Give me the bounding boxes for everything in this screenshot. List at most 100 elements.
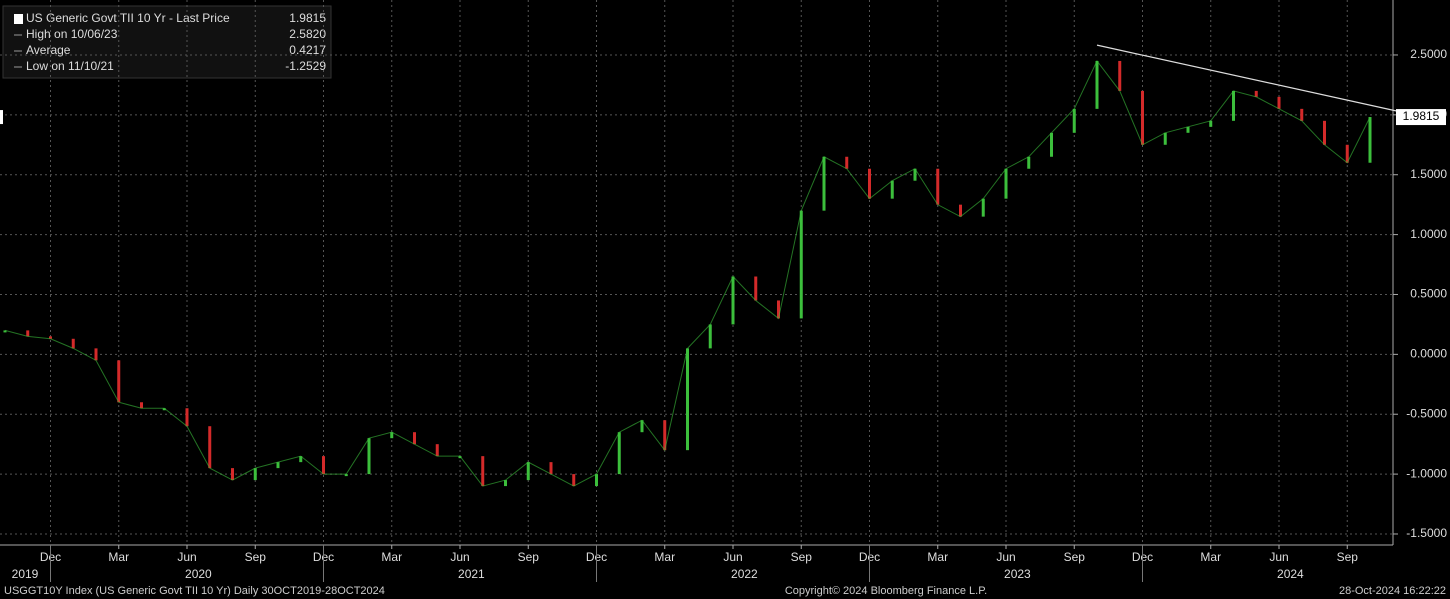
x-tick-label: Jun — [723, 550, 742, 564]
x-tick-label: Mar — [927, 550, 948, 564]
x-tick-label: Sep — [245, 550, 267, 564]
price-bar — [822, 156, 826, 211]
x-tick-label: Jun — [1269, 550, 1288, 564]
price-bar — [1277, 96, 1281, 109]
price-bar — [1368, 117, 1372, 163]
price-bar — [1118, 60, 1122, 91]
footer-center: Copyright© 2024 Bloomberg Finance L.P. — [785, 585, 987, 597]
year-label: 2021 — [458, 567, 485, 581]
year-label: 2022 — [731, 567, 758, 581]
price-bar — [1209, 120, 1213, 127]
price-bar — [936, 168, 940, 205]
x-tick-label: Sep — [791, 550, 813, 564]
price-bar — [276, 462, 280, 469]
price-bar — [71, 338, 75, 349]
price-bar — [640, 420, 644, 433]
price-bar — [117, 360, 121, 403]
price-bar — [367, 438, 371, 475]
legend-label: Average — [26, 43, 71, 57]
price-bar — [777, 300, 780, 319]
price-bar — [1323, 120, 1326, 145]
year-label: 2024 — [1277, 567, 1304, 581]
legend-value: 0.4217 — [289, 43, 326, 57]
legend-value: 2.5820 — [289, 27, 326, 41]
price-bar — [1072, 108, 1076, 133]
footer-right: 28-Oct-2024 16:22:22 — [1339, 585, 1446, 597]
price-bar — [959, 204, 962, 217]
y-tick-label: -1.0000 — [1406, 466, 1447, 480]
price-bar — [549, 462, 553, 475]
legend-label: High on 10/06/23 — [26, 27, 118, 41]
price-bar — [185, 408, 189, 427]
price-bar — [1141, 90, 1144, 145]
y-tick-label: 0.5000 — [1410, 287, 1447, 301]
year-label: 2019 — [12, 567, 39, 581]
price-bar — [49, 336, 52, 339]
price-bar — [754, 276, 758, 301]
price-bar — [435, 444, 439, 457]
price-bar — [208, 426, 212, 469]
price-bar — [663, 420, 667, 451]
price-bar — [708, 324, 712, 349]
price-bar — [458, 456, 462, 459]
price-bar — [1004, 168, 1008, 199]
price-bar — [1163, 132, 1167, 145]
price-bar — [595, 474, 598, 487]
price-bar — [845, 156, 849, 169]
price-bar — [868, 168, 871, 199]
legend-box — [2, 5, 332, 79]
price-bar — [1095, 60, 1099, 109]
legend-swatch — [14, 14, 23, 24]
price-bar — [299, 456, 303, 463]
legend-label: US Generic Govt TII 10 Yr - Last Price — [26, 11, 230, 25]
price-bar — [617, 432, 621, 475]
price-bar — [1345, 144, 1349, 163]
price-bar — [231, 468, 234, 481]
price-bar — [1254, 90, 1258, 97]
x-tick-label: Jun — [177, 550, 196, 564]
price-bar — [1027, 156, 1031, 169]
legend-value: 1.9815 — [289, 11, 326, 25]
price-bar — [94, 348, 98, 361]
x-tick-label: Jun — [450, 550, 469, 564]
price-bar — [731, 276, 735, 325]
year-label: 2020 — [185, 567, 212, 581]
x-tick-label: Sep — [518, 550, 540, 564]
x-tick-label: Mar — [654, 550, 675, 564]
price-bar — [3, 330, 7, 333]
left-marker — [0, 110, 3, 125]
price-bar — [162, 408, 166, 411]
y-tick-label: 0.0000 — [1410, 347, 1447, 361]
last-price-label: 1.9815 — [1403, 109, 1440, 123]
legend-value: -1.2529 — [285, 59, 326, 73]
footer-left: USGGT10Y Index (US Generic Govt TII 10 Y… — [4, 585, 385, 597]
y-tick-label: 1.0000 — [1410, 227, 1447, 241]
x-tick-label: Mar — [108, 550, 129, 564]
x-tick-label: Sep — [1064, 550, 1086, 564]
year-label: 2023 — [1004, 567, 1031, 581]
x-tick-label: Sep — [1337, 550, 1359, 564]
y-tick-label: -1.5000 — [1406, 526, 1447, 540]
legend-label: Low on 11/10/21 — [26, 59, 114, 73]
price-bar — [913, 168, 917, 181]
price-bar — [686, 348, 689, 451]
last-price-tag — [1396, 109, 1446, 126]
price-bar — [504, 480, 507, 487]
y-tick-label: 2.5000 — [1410, 47, 1447, 61]
price-bar — [1186, 126, 1190, 133]
price-bar — [413, 432, 416, 445]
price-bar — [253, 468, 257, 481]
price-bar — [1050, 132, 1053, 157]
x-tick-label: Mar — [1200, 550, 1221, 564]
y-tick-label: 1.5000 — [1410, 167, 1447, 181]
y-tick-label: -0.5000 — [1406, 406, 1447, 420]
price-bar — [140, 402, 143, 409]
price-bar — [572, 474, 576, 487]
price-bar — [526, 462, 530, 481]
price-bar — [799, 210, 803, 319]
price-bar — [1300, 108, 1304, 121]
price-bar — [322, 456, 325, 475]
trendline — [1096, 44, 1398, 112]
